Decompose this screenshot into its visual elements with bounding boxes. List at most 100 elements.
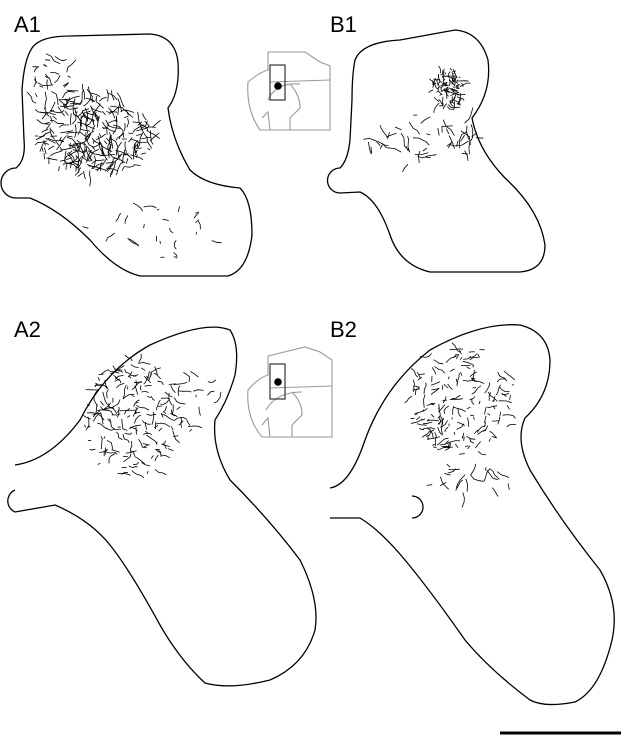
fiber [423, 422, 432, 424]
fiber [152, 412, 154, 425]
fiber [128, 133, 133, 134]
fiber [440, 482, 446, 485]
fiber [155, 422, 156, 429]
fiber [423, 148, 427, 151]
fiber [34, 67, 38, 72]
fiber [105, 159, 113, 172]
fiber [187, 419, 190, 425]
fiber-tracings [27, 54, 516, 508]
fiber [424, 395, 426, 400]
fiber [434, 97, 439, 101]
fiber [99, 98, 106, 102]
fiber [81, 90, 84, 105]
fiber [40, 142, 44, 152]
fiber [450, 68, 452, 70]
fiber [50, 73, 59, 75]
fiber [104, 141, 107, 144]
fiber [126, 451, 137, 453]
fiber [430, 404, 434, 405]
fiber [51, 129, 54, 133]
fiber [463, 361, 473, 365]
inset-diagram [248, 347, 332, 437]
fiber [152, 120, 161, 127]
fiber [380, 145, 382, 149]
fiber [507, 405, 510, 409]
fiber [34, 77, 36, 87]
fiber [446, 129, 449, 134]
fiber [98, 377, 100, 381]
fiber [444, 406, 449, 414]
fiber [198, 221, 200, 230]
fiber [125, 433, 132, 435]
panel-label: B2 [330, 317, 357, 342]
fiber [117, 474, 130, 476]
fiber [504, 371, 515, 380]
fiber [208, 380, 216, 383]
fiber [136, 405, 149, 410]
fiber [107, 389, 109, 398]
fiber [107, 120, 117, 124]
fiber [214, 392, 221, 403]
fiber [429, 90, 434, 93]
fiber [175, 240, 177, 249]
fiber [448, 377, 449, 380]
fiber [512, 384, 514, 385]
fiber [472, 386, 481, 394]
fiber [65, 151, 66, 163]
fiber [502, 393, 509, 395]
fiber [123, 434, 129, 443]
fiber [98, 463, 101, 464]
fiber [35, 93, 37, 97]
fiber [68, 76, 71, 78]
fiber [151, 456, 153, 459]
fiber [141, 391, 148, 392]
fiber [80, 132, 85, 136]
fiber [66, 136, 72, 137]
fiber [138, 142, 148, 143]
fiber [96, 134, 106, 140]
fiber [382, 143, 401, 152]
fiber [109, 454, 115, 464]
fiber [160, 399, 169, 405]
fiber [124, 408, 129, 414]
fiber [148, 149, 151, 151]
fiber [471, 124, 473, 141]
fiber [443, 396, 446, 403]
fiber [424, 383, 426, 395]
fiber [493, 407, 495, 410]
fiber [144, 206, 157, 208]
fiber [45, 148, 47, 154]
fiber [112, 450, 120, 453]
fiber [499, 401, 512, 403]
fiber [45, 92, 47, 109]
fiber [101, 370, 109, 375]
fiber [462, 153, 468, 154]
fiber [212, 241, 222, 243]
fiber [458, 408, 461, 417]
fiber [116, 162, 123, 175]
fiber [27, 92, 36, 103]
fiber [159, 428, 162, 431]
fiber [137, 142, 138, 149]
fiber [87, 413, 102, 414]
fiber [444, 384, 448, 388]
fiber [124, 166, 134, 168]
fiber [56, 141, 59, 146]
fiber [107, 170, 109, 172]
fiber [92, 449, 96, 450]
fiber [450, 369, 454, 372]
fiber [416, 417, 420, 421]
fiber [456, 355, 458, 359]
fiber [467, 367, 470, 368]
fiber [433, 447, 437, 448]
fiber [157, 209, 159, 210]
fiber [65, 96, 80, 100]
fiber [147, 471, 148, 474]
fiber [84, 416, 91, 419]
fiber [78, 173, 83, 177]
fiber [145, 385, 152, 386]
fiber [89, 171, 90, 187]
fiber [414, 385, 415, 392]
fiber [111, 400, 120, 408]
fiber [84, 171, 86, 179]
